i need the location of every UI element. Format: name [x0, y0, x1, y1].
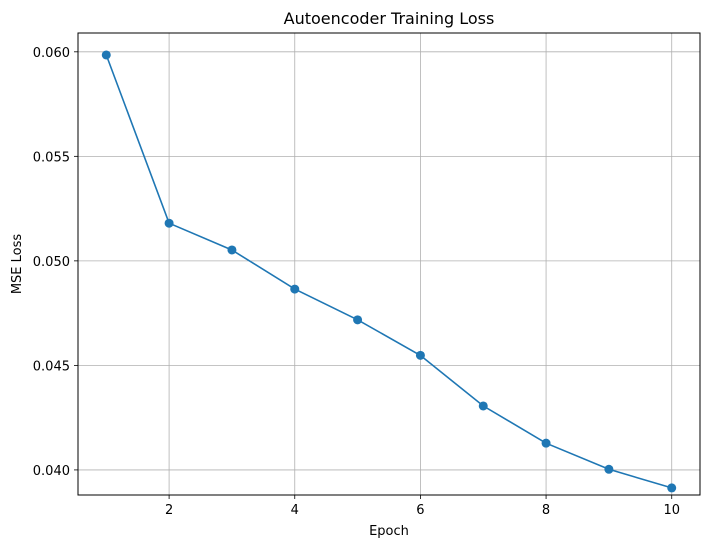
- y-tick-label: 0.055: [33, 150, 70, 165]
- y-tick-label: 0.050: [33, 255, 70, 270]
- x-axis: 2 4 6 8 10: [165, 495, 680, 518]
- x-tick-label: 10: [663, 503, 680, 518]
- y-tick-label: 0.045: [33, 359, 70, 374]
- data-point: [101, 50, 111, 60]
- y-tick-label: 0.060: [33, 46, 70, 61]
- data-point: [227, 245, 237, 255]
- data-point: [667, 483, 677, 493]
- y-axis: 0.040 0.045 0.050 0.055 0.060: [33, 46, 78, 479]
- plot-area: [77, 32, 701, 496]
- chart-title: Autoencoder Training Loss: [284, 9, 495, 28]
- data-point: [290, 284, 300, 294]
- data-point: [541, 438, 551, 448]
- x-tick-label: 2: [165, 503, 173, 518]
- y-axis-label: MSE Loss: [10, 234, 25, 295]
- x-tick-label: 4: [291, 503, 299, 518]
- data-point: [353, 315, 363, 325]
- grid: [78, 33, 700, 495]
- data-point: [478, 401, 488, 411]
- x-tick-label: 6: [416, 503, 424, 518]
- data-point: [415, 350, 425, 360]
- data-point: [164, 218, 174, 228]
- series-line: [105, 54, 672, 489]
- data-point: [604, 464, 614, 474]
- series-markers: [101, 50, 677, 493]
- x-axis-label: Epoch: [369, 524, 409, 539]
- x-tick-label: 8: [542, 503, 550, 518]
- y-tick-label: 0.040: [33, 464, 70, 479]
